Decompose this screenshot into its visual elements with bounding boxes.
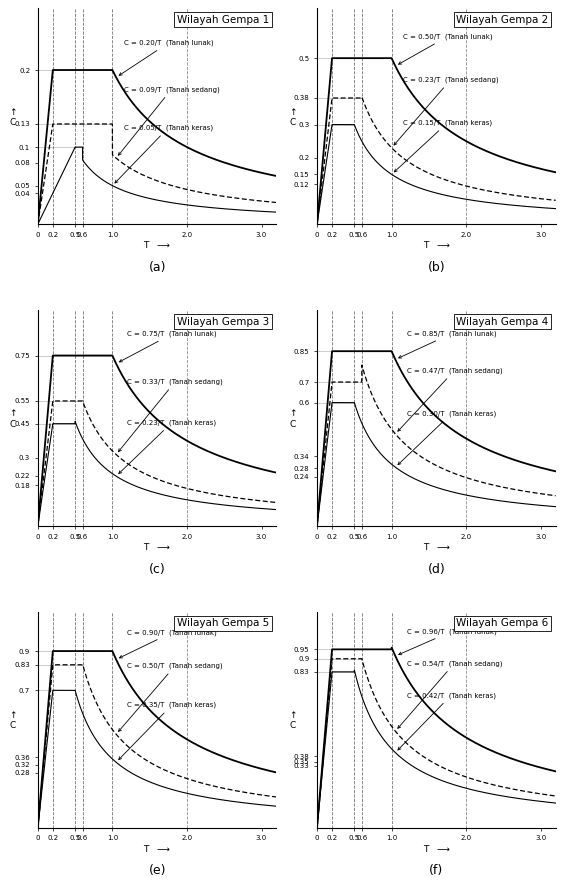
Text: C = 0.09/T  (Tanah sedang): C = 0.09/T (Tanah sedang)	[118, 86, 219, 155]
Text: (c): (c)	[149, 562, 165, 576]
Text: C = 0.50/T  (Tanah sedang): C = 0.50/T (Tanah sedang)	[118, 662, 223, 731]
X-axis label: T  $\longrightarrow$: T $\longrightarrow$	[143, 842, 171, 854]
Text: Wilayah Gempa 2: Wilayah Gempa 2	[456, 15, 549, 25]
Text: (b): (b)	[428, 260, 445, 274]
Text: C = 0.33/T  (Tanah sedang): C = 0.33/T (Tanah sedang)	[118, 379, 223, 451]
Text: C = 0.20/T  (Tanah lunak): C = 0.20/T (Tanah lunak)	[119, 40, 213, 75]
X-axis label: T  $\longrightarrow$: T $\longrightarrow$	[143, 239, 171, 250]
Y-axis label: $\uparrow$
C: $\uparrow$ C	[288, 709, 297, 730]
Text: C = 0.23/T  (Tanah sedang): C = 0.23/T (Tanah sedang)	[394, 77, 499, 145]
Text: C = 0.50/T  (Tanah lunak): C = 0.50/T (Tanah lunak)	[399, 34, 492, 64]
Text: C = 0.54/T  (Tanah sedang): C = 0.54/T (Tanah sedang)	[398, 660, 502, 728]
X-axis label: T  $\longrightarrow$: T $\longrightarrow$	[422, 239, 450, 250]
Text: C = 0.47/T  (Tanah sedang): C = 0.47/T (Tanah sedang)	[398, 367, 502, 431]
Text: Wilayah Gempa 5: Wilayah Gempa 5	[177, 618, 269, 629]
Text: (a): (a)	[148, 260, 166, 274]
Text: Wilayah Gempa 3: Wilayah Gempa 3	[177, 316, 269, 327]
Text: Wilayah Gempa 6: Wilayah Gempa 6	[456, 618, 549, 629]
Y-axis label: $\uparrow$
C: $\uparrow$ C	[8, 106, 17, 127]
Y-axis label: $\uparrow$
C: $\uparrow$ C	[288, 106, 297, 127]
Y-axis label: $\uparrow$
C: $\uparrow$ C	[288, 407, 297, 429]
Y-axis label: $\uparrow$
C: $\uparrow$ C	[8, 709, 17, 730]
Text: (e): (e)	[148, 864, 166, 878]
Text: C = 0.15/T  (Tanah keras): C = 0.15/T (Tanah keras)	[394, 120, 492, 172]
Text: Wilayah Gempa 4: Wilayah Gempa 4	[456, 316, 549, 327]
X-axis label: T  $\longrightarrow$: T $\longrightarrow$	[422, 541, 450, 552]
X-axis label: T  $\longrightarrow$: T $\longrightarrow$	[143, 541, 171, 552]
Y-axis label: $\uparrow$
C: $\uparrow$ C	[8, 407, 17, 429]
Text: C = 0.75/T  (Tanah lunak): C = 0.75/T (Tanah lunak)	[120, 330, 217, 362]
Text: (d): (d)	[428, 562, 445, 576]
Text: C = 0.30/T  (Tanah keras): C = 0.30/T (Tanah keras)	[398, 411, 496, 464]
Text: C = 0.90/T  (Tanah lunak): C = 0.90/T (Tanah lunak)	[120, 630, 217, 658]
Text: C = 0.23/T  (Tanah keras): C = 0.23/T (Tanah keras)	[119, 419, 217, 473]
Text: Wilayah Gempa 1: Wilayah Gempa 1	[177, 15, 269, 25]
Text: C = 0.35/T  (Tanah keras): C = 0.35/T (Tanah keras)	[118, 702, 217, 759]
Text: C = 0.42/T  (Tanah keras): C = 0.42/T (Tanah keras)	[398, 692, 496, 750]
Text: C = 0.96/T  (Tanah lunak): C = 0.96/T (Tanah lunak)	[399, 629, 496, 654]
Text: C = 0.85/T  (Tanah lunak): C = 0.85/T (Tanah lunak)	[399, 330, 496, 358]
Text: (f): (f)	[429, 864, 443, 878]
X-axis label: T  $\longrightarrow$: T $\longrightarrow$	[422, 842, 450, 854]
Text: C = 0.05/T  (Tanah keras): C = 0.05/T (Tanah keras)	[115, 125, 213, 183]
